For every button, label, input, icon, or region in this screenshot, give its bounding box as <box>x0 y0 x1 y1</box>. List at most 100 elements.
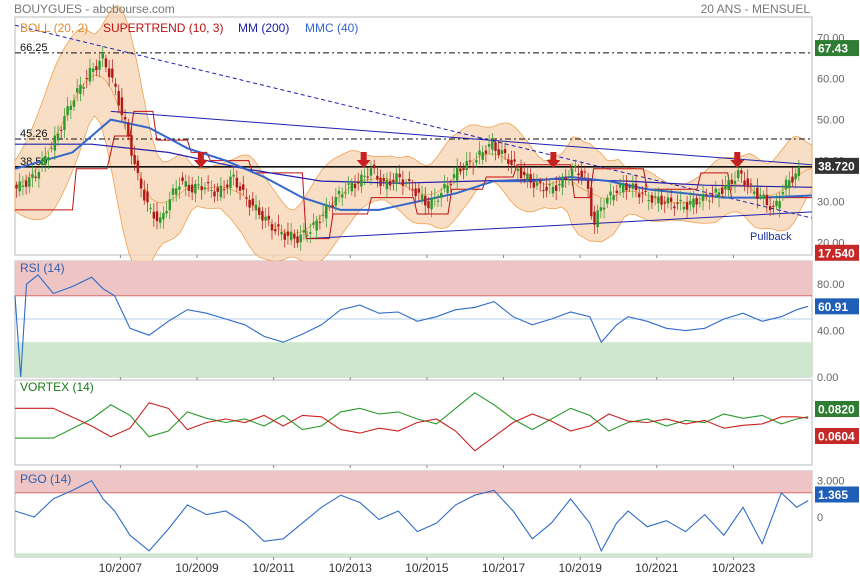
candle-body <box>331 205 334 207</box>
supertrend-line <box>15 110 812 240</box>
candle-body <box>650 195 654 203</box>
candle-body <box>312 222 315 225</box>
candle-body <box>21 185 25 187</box>
candle-body <box>267 215 270 220</box>
candle-body <box>609 191 612 196</box>
legend-mm200: MM (200) <box>238 21 289 35</box>
candle-body <box>85 78 88 80</box>
pgo-upper-zone <box>15 471 812 493</box>
candle-body <box>676 202 679 204</box>
candle-body <box>618 184 622 188</box>
candle-body <box>666 197 670 204</box>
legend-boll: BOLL (20, 2) <box>20 21 88 35</box>
candle-body <box>366 176 369 178</box>
candle-body <box>232 174 235 177</box>
candle-body <box>711 194 714 196</box>
candle-body <box>551 186 555 194</box>
candle-body <box>510 159 513 165</box>
candle-body <box>714 188 718 193</box>
x-tick-label: 10/2021 <box>635 561 679 575</box>
candle-body <box>583 171 587 173</box>
candle-body <box>184 181 187 187</box>
candle-body <box>194 183 197 194</box>
price-badge-38.720: 38.720 <box>818 159 855 173</box>
candle-body <box>382 178 385 182</box>
candle-body <box>350 182 354 192</box>
rsi-y-tick-label: 40.00 <box>817 326 845 338</box>
candle-body <box>325 204 328 219</box>
candle-body <box>47 157 50 161</box>
candle-body <box>570 168 574 177</box>
vortex-minus-badge-bg <box>815 428 859 444</box>
candle-body <box>743 180 746 186</box>
candle-body <box>727 180 730 190</box>
candle-body <box>673 206 676 209</box>
candle-body <box>542 189 545 192</box>
candle-body <box>178 186 181 190</box>
candle-body <box>264 216 267 221</box>
candle-body <box>797 166 801 176</box>
candle-body <box>88 67 92 82</box>
candle-body <box>420 194 424 200</box>
candle-body <box>491 141 494 150</box>
candle-body <box>653 196 657 198</box>
candle-body <box>637 193 641 198</box>
candle-body <box>117 90 120 106</box>
candle-body <box>440 192 443 198</box>
candle-body <box>411 189 414 191</box>
candle-body <box>781 192 785 195</box>
candle-body <box>334 196 338 206</box>
candle-body <box>44 156 47 165</box>
candle-body <box>72 100 76 107</box>
candle-body <box>40 159 44 165</box>
candle-body <box>200 186 203 191</box>
candle-body <box>475 160 478 163</box>
vortex-minus-line <box>15 402 809 452</box>
candle-body <box>554 185 558 191</box>
candle-body <box>740 170 743 174</box>
candle-body <box>270 224 274 231</box>
candle-body <box>146 191 149 203</box>
pgo-y-tick-label: 3.000 <box>817 476 845 488</box>
rsi-y-tick-label: 80.00 <box>817 279 845 291</box>
rsi-line <box>14 274 809 378</box>
candle-body <box>107 68 111 78</box>
candle-body <box>669 197 673 202</box>
candle-body <box>417 188 421 193</box>
candle-body <box>309 232 312 234</box>
price-y-tick-label: 30.00 <box>817 197 845 209</box>
candle-body <box>168 199 172 211</box>
candle-body <box>242 184 245 190</box>
candle-body <box>139 178 143 189</box>
candle-body <box>615 190 619 193</box>
legend-mmc40: MMC (40) <box>305 21 358 35</box>
candle-body <box>459 168 462 172</box>
candle-body <box>657 196 660 204</box>
candle-body <box>181 177 184 182</box>
candle-body <box>392 179 395 182</box>
candle-body <box>238 186 242 191</box>
candle-body <box>369 168 373 176</box>
x-tick-label: 10/2013 <box>329 561 373 575</box>
candle-body <box>436 200 440 202</box>
candle-body <box>318 221 322 223</box>
candle-body <box>229 176 232 189</box>
candle-body <box>468 160 472 162</box>
price-badge-67.43-bg <box>815 40 859 57</box>
candle-body <box>558 183 561 186</box>
candle-body <box>631 183 635 189</box>
candle-body <box>404 183 408 185</box>
candle-body <box>130 135 133 156</box>
candle-body <box>174 188 178 195</box>
vortex-plus-badge: 0.0820 <box>818 403 855 417</box>
candle-body <box>299 234 302 243</box>
candle-body <box>296 236 299 243</box>
candle-body <box>133 155 136 165</box>
candle-body <box>548 184 551 186</box>
x-tick-label: 10/2023 <box>712 561 756 575</box>
mm200-line <box>15 143 813 188</box>
pgo-badge: 1.365 <box>818 488 848 502</box>
candle-body <box>752 191 756 194</box>
candle-body <box>197 184 200 186</box>
